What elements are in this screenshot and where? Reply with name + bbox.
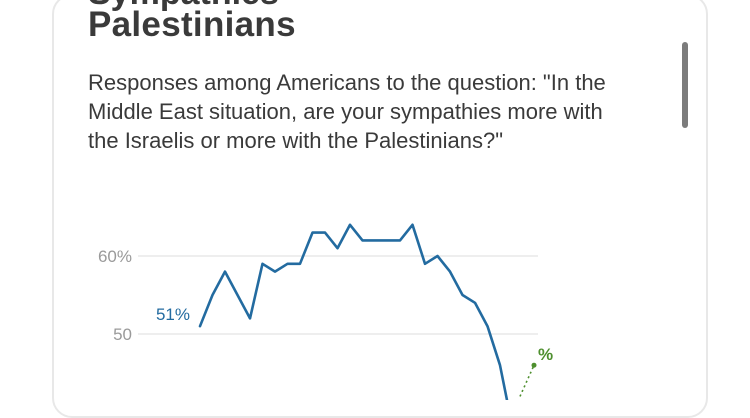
series-line-israelis <box>198 223 509 400</box>
scrollbar-thumb[interactable] <box>682 42 688 128</box>
y-tick-label-60: 60% <box>98 247 132 266</box>
y-tick-label-50: 50 <box>113 325 132 344</box>
chart-subtitle: Responses among Americans to the questio… <box>88 70 606 153</box>
series-line-palestinians <box>519 364 535 397</box>
series-end-label: % <box>538 345 553 364</box>
chart-card <box>52 0 708 418</box>
chart-title-top-partial: Sympathies <box>88 0 279 13</box>
series-end-dot <box>531 362 537 368</box>
line-chart: 50 60% 51%% <box>98 223 553 400</box>
series-start-label: 51% <box>156 305 190 324</box>
chart-title: Palestinians <box>88 5 296 44</box>
